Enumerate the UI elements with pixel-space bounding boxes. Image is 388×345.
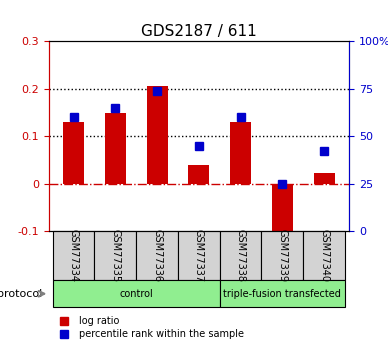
Text: GSM77336: GSM77336	[152, 229, 162, 282]
Bar	[272, 184, 293, 234]
FancyBboxPatch shape	[220, 231, 262, 280]
Bar	[314, 173, 334, 184]
FancyBboxPatch shape	[220, 280, 345, 307]
Text: percentile rank within the sample: percentile rank within the sample	[78, 329, 244, 339]
FancyBboxPatch shape	[136, 231, 178, 280]
Text: protocol: protocol	[0, 289, 42, 299]
FancyBboxPatch shape	[53, 280, 220, 307]
Text: GSM77337: GSM77337	[194, 229, 204, 282]
Text: GSM77339: GSM77339	[277, 229, 288, 282]
FancyBboxPatch shape	[178, 231, 220, 280]
Text: GSM77334: GSM77334	[69, 229, 78, 282]
Bar	[230, 122, 251, 184]
Text: GSM77338: GSM77338	[236, 229, 246, 282]
Text: GSM77340: GSM77340	[319, 229, 329, 282]
FancyBboxPatch shape	[262, 231, 303, 280]
FancyBboxPatch shape	[303, 231, 345, 280]
Text: triple-fusion transfected: triple-fusion transfected	[223, 289, 341, 299]
Text: log ratio: log ratio	[78, 316, 119, 326]
Bar	[189, 165, 209, 184]
Title: GDS2187 / 611: GDS2187 / 611	[141, 24, 257, 39]
Bar	[63, 122, 84, 184]
Bar	[105, 112, 126, 184]
Bar	[147, 87, 168, 184]
FancyBboxPatch shape	[94, 231, 136, 280]
Text: GSM77335: GSM77335	[110, 229, 120, 282]
Text: control: control	[120, 289, 153, 299]
FancyBboxPatch shape	[53, 231, 94, 280]
